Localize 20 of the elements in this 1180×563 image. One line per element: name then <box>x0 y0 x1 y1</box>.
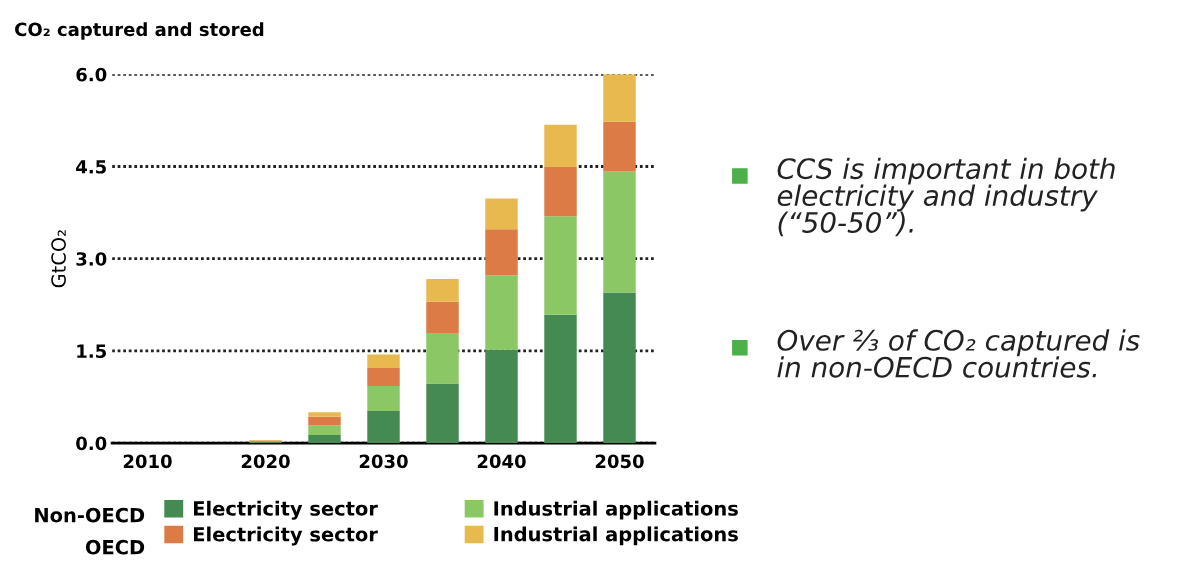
x-tick-label: 2030 <box>359 454 408 469</box>
x-tick-label: 2040 <box>477 454 526 469</box>
y-tick-label: 0.0 <box>76 436 107 451</box>
legend-label: Industrial applications <box>494 500 738 520</box>
legend-label: Electricity sector <box>194 500 378 520</box>
text: Non-OECD <box>35 507 145 523</box>
y-axis-title: GtCO₂ <box>51 230 66 288</box>
text: CCS is important in both electricity and industry (“50-50”). <box>777 157 1115 237</box>
x-tick-label: 2020 <box>241 454 290 469</box>
chart-title: CO₂ captured and stored <box>15 22 264 40</box>
text: OECD <box>85 539 145 555</box>
x-tick-label: 2050 <box>595 454 644 469</box>
legend-label: Industrial applications <box>494 526 738 546</box>
text: Over ⅔ of CO₂ captured is in non-OECD countries. <box>777 329 1140 378</box>
x-tick-label: 2010 <box>123 454 172 469</box>
legend-label: Electricity sector <box>194 526 378 546</box>
y-tick-label: 4.5 <box>76 160 106 174</box>
y-tick-label: 3.0 <box>76 252 107 266</box>
y-tick-label: 6.0 <box>76 67 107 82</box>
y-tick-label: 1.5 <box>77 344 106 359</box>
